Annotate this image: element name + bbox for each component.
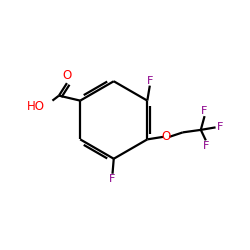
Text: F: F (217, 122, 223, 132)
Text: O: O (162, 130, 171, 143)
Text: F: F (146, 76, 153, 86)
Text: F: F (201, 106, 208, 116)
Text: F: F (202, 140, 209, 150)
Text: F: F (109, 174, 116, 184)
Text: HO: HO (27, 100, 45, 113)
Text: O: O (63, 69, 72, 82)
